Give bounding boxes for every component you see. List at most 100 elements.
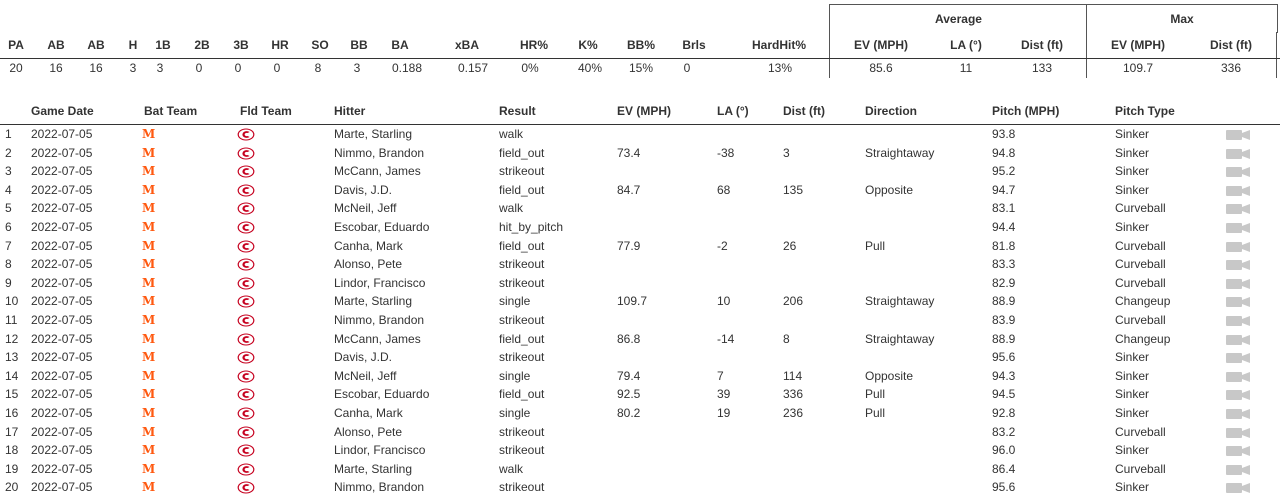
summary-header-barrels[interactable]: Brls — [682, 38, 706, 52]
video-camera-icon[interactable] — [1226, 390, 1250, 401]
summary-value-1b: 3 — [156, 61, 164, 75]
exit-velocity: 77.9 — [617, 238, 641, 253]
summary-header-2b[interactable]: 2B — [194, 38, 210, 52]
video-camera-icon[interactable] — [1226, 464, 1250, 475]
header-bat-team[interactable]: Bat Team — [144, 104, 198, 118]
header-ev[interactable]: EV (MPH) — [617, 104, 671, 118]
video-camera-icon[interactable] — [1226, 483, 1250, 494]
video-camera-icon[interactable] — [1226, 167, 1250, 178]
video-camera-icon[interactable] — [1226, 278, 1250, 289]
table-row[interactable]: 5 2022-07-05 M McNeil, Jeff walk 83.1 Cu… — [0, 199, 1280, 218]
video-camera-icon[interactable] — [1226, 408, 1250, 419]
hitter-name[interactable]: Escobar, Eduardo — [334, 387, 430, 402]
table-row[interactable]: 15 2022-07-05 M Escobar, Eduardo field_o… — [0, 385, 1280, 404]
summary-header-hr-pct[interactable]: HR% — [519, 38, 549, 52]
hitter-name[interactable]: Canha, Mark — [334, 238, 403, 253]
hitter-name[interactable]: Alonso, Pete — [334, 257, 403, 272]
summary-header-bb-pct[interactable]: BB% — [626, 38, 656, 52]
video-camera-icon[interactable] — [1226, 185, 1250, 196]
hitter-name[interactable]: Lindor, Francisco — [334, 443, 426, 458]
video-camera-icon[interactable] — [1226, 446, 1250, 457]
summary-header-avg-ev[interactable]: EV (MPH) — [854, 38, 908, 52]
table-row[interactable]: 16 2022-07-05 M Canha, Mark single 80.2 … — [0, 404, 1280, 423]
hitter-name[interactable]: Nimmo, Brandon — [334, 312, 425, 327]
hitter-name[interactable]: Lindor, Francisco — [334, 275, 426, 290]
summary-header-max-dist[interactable]: Dist (ft) — [1210, 38, 1252, 52]
hitter-name[interactable]: Alonso, Pete — [334, 424, 403, 439]
table-row[interactable]: 1 2022-07-05 M Marte, Starling walk 93.8… — [0, 125, 1280, 144]
hitter-name[interactable]: Davis, J.D. — [334, 350, 393, 365]
header-dist[interactable]: Dist (ft) — [783, 104, 825, 118]
video-camera-icon[interactable] — [1226, 371, 1250, 382]
summary-header-xba[interactable]: xBA — [454, 38, 480, 52]
hitter-name[interactable]: Escobar, Eduardo — [334, 219, 430, 234]
summary-header-hardhit[interactable]: HardHit% — [751, 38, 807, 52]
pitch-velocity: 83.1 — [992, 201, 1016, 216]
reds-logo-icon — [237, 240, 255, 253]
header-fld-team[interactable]: Fld Team — [240, 104, 292, 118]
table-row[interactable]: 11 2022-07-05 M Nimmo, Brandon strikeout… — [0, 311, 1280, 330]
video-camera-icon[interactable] — [1226, 130, 1250, 140]
hitter-name[interactable]: McNeil, Jeff — [334, 201, 397, 216]
hitter-name[interactable]: Marte, Starling — [334, 127, 413, 141]
summary-header-avg-la[interactable]: LA (°) — [950, 38, 982, 52]
summary-header-ab[interactable]: AB — [47, 38, 65, 52]
header-hitter[interactable]: Hitter — [334, 104, 366, 118]
table-row[interactable]: 8 2022-07-05 M Alonso, Pete strikeout 83… — [0, 255, 1280, 274]
reds-logo-icon — [237, 333, 255, 346]
video-camera-icon[interactable] — [1226, 148, 1250, 159]
hitter-name[interactable]: Davis, J.D. — [334, 182, 393, 197]
hitter-name[interactable]: McNeil, Jeff — [334, 368, 397, 383]
summary-header-k-pct[interactable]: K% — [578, 38, 598, 52]
hitter-name[interactable]: Nimmo, Brandon — [334, 480, 425, 495]
video-camera-icon[interactable] — [1226, 260, 1250, 271]
summary-header-bb[interactable]: BB — [350, 38, 368, 52]
table-row[interactable]: 19 2022-07-05 M Marte, Starling walk 86.… — [0, 460, 1280, 479]
video-camera-icon[interactable] — [1226, 353, 1250, 364]
hitter-name[interactable]: Nimmo, Brandon — [334, 145, 425, 160]
summary-header-ba[interactable]: BA — [391, 38, 409, 52]
table-row[interactable]: 3 2022-07-05 M McCann, James strikeout 9… — [0, 162, 1280, 181]
table-row[interactable]: 4 2022-07-05 M Davis, J.D. field_out 84.… — [0, 181, 1280, 200]
table-row[interactable]: 2 2022-07-05 M Nimmo, Brandon field_out … — [0, 144, 1280, 163]
hitter-name[interactable]: McCann, James — [334, 331, 421, 346]
table-row[interactable]: 10 2022-07-05 M Marte, Starling single 1… — [0, 292, 1280, 311]
table-row[interactable]: 13 2022-07-05 M Davis, J.D. strikeout 95… — [0, 348, 1280, 367]
header-pitch-type[interactable]: Pitch Type — [1115, 104, 1175, 118]
summary-header-3b[interactable]: 3B — [233, 38, 249, 52]
table-row[interactable]: 6 2022-07-05 M Escobar, Eduardo hit_by_p… — [0, 218, 1280, 237]
pitch-velocity: 94.4 — [992, 219, 1016, 234]
header-game-date[interactable]: Game Date — [31, 104, 94, 118]
video-camera-icon[interactable] — [1226, 297, 1250, 308]
summary-header-ab[interactable]: AB — [87, 38, 105, 52]
hitter-name[interactable]: McCann, James — [334, 164, 421, 179]
video-camera-icon[interactable] — [1226, 334, 1250, 345]
summary-header-hr[interactable]: HR — [271, 38, 289, 52]
table-row[interactable]: 12 2022-07-05 M McCann, James field_out … — [0, 330, 1280, 349]
summary-header-so[interactable]: SO — [311, 38, 329, 52]
table-row[interactable]: 9 2022-07-05 M Lindor, Francisco strikeo… — [0, 274, 1280, 293]
table-row[interactable]: 18 2022-07-05 M Lindor, Francisco strike… — [0, 441, 1280, 460]
video-camera-icon[interactable] — [1226, 427, 1250, 438]
hitter-name[interactable]: Canha, Mark — [334, 405, 403, 420]
game-date: 2022-07-05 — [31, 257, 93, 272]
summary-header-1b[interactable]: 1B — [155, 38, 171, 52]
table-row[interactable]: 7 2022-07-05 M Canha, Mark field_out 77.… — [0, 237, 1280, 256]
video-camera-icon[interactable] — [1226, 204, 1250, 215]
table-row[interactable]: 17 2022-07-05 M Alonso, Pete strikeout 8… — [0, 423, 1280, 442]
header-la[interactable]: LA (°) — [717, 104, 749, 118]
summary-header-pa[interactable]: PA — [8, 38, 24, 52]
summary-header-h[interactable]: H — [128, 38, 138, 52]
video-camera-icon[interactable] — [1226, 222, 1250, 233]
header-pitch-mph[interactable]: Pitch (MPH) — [992, 104, 1060, 118]
summary-header-max-ev[interactable]: EV (MPH) — [1111, 38, 1165, 52]
video-camera-icon[interactable] — [1226, 241, 1250, 252]
header-result[interactable]: Result — [499, 104, 536, 118]
video-camera-icon[interactable] — [1226, 315, 1250, 326]
hitter-name[interactable]: Marte, Starling — [334, 294, 413, 309]
summary-header-avg-dist[interactable]: Dist (ft) — [1021, 38, 1063, 52]
table-row[interactable]: 20 2022-07-05 M Nimmo, Brandon strikeout… — [0, 478, 1280, 497]
hitter-name[interactable]: Marte, Starling — [334, 461, 413, 476]
header-direction[interactable]: Direction — [865, 104, 918, 118]
table-row[interactable]: 14 2022-07-05 M McNeil, Jeff single 79.4… — [0, 367, 1280, 386]
